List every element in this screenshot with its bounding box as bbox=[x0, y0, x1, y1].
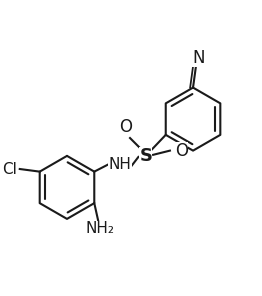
Text: S: S bbox=[139, 147, 152, 165]
Text: NH: NH bbox=[108, 157, 132, 172]
Text: Cl: Cl bbox=[2, 162, 17, 176]
Text: NH₂: NH₂ bbox=[85, 221, 114, 236]
Text: O: O bbox=[119, 118, 132, 136]
Text: N: N bbox=[192, 49, 205, 67]
Text: O: O bbox=[175, 141, 188, 160]
